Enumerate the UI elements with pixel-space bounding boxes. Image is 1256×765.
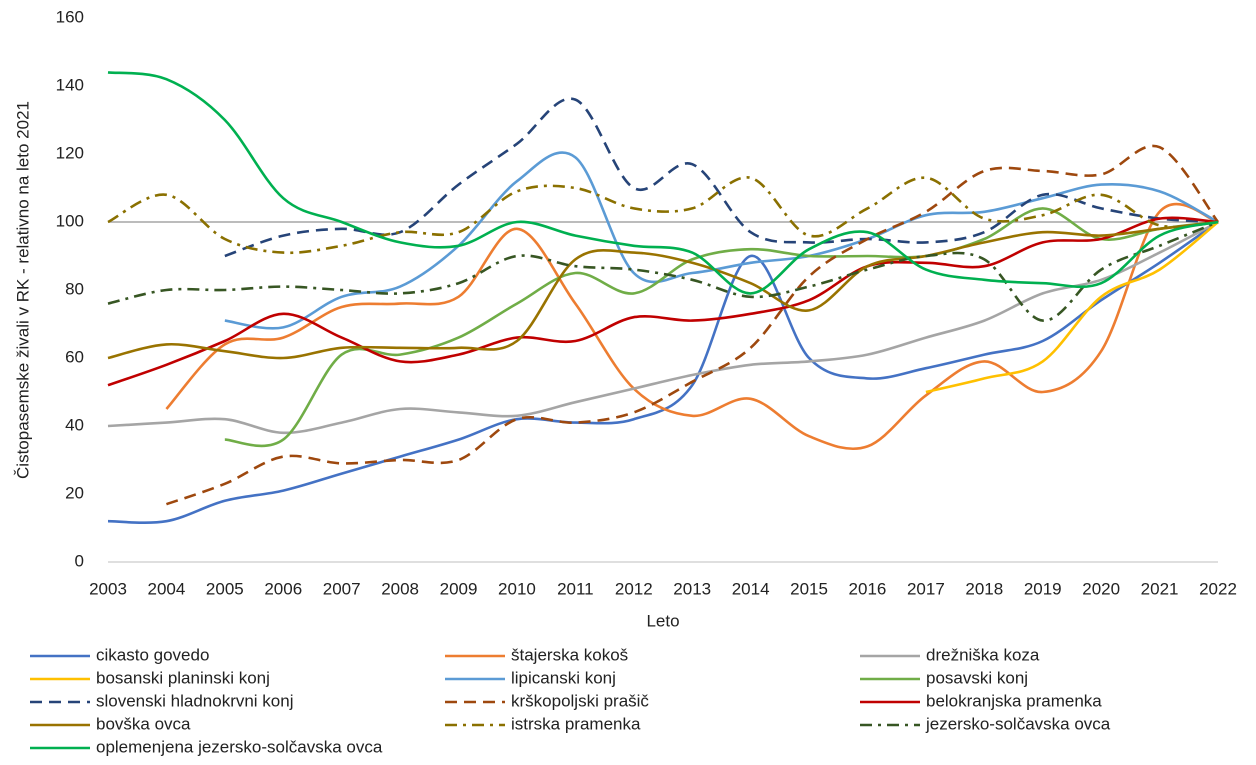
x-tick-label: 2005 [206,579,244,598]
legend-label: bovška ovca [96,714,191,733]
x-tick-label: 2015 [790,579,828,598]
x-tick-label: 2014 [732,579,770,598]
y-tick-label: 80 [65,279,84,298]
legend-label: jezersko-solčavska ovca [925,714,1111,733]
x-tick-label: 2003 [89,579,127,598]
x-tick-label: 2008 [381,579,419,598]
legend-label: oplemenjena jezersko-solčavska ovca [96,737,383,756]
y-tick-label: 60 [65,347,84,366]
legend-label: drežniška koza [926,645,1040,664]
x-tick-label: 2017 [907,579,945,598]
x-tick-label: 2013 [673,579,711,598]
series-line [925,220,1219,394]
legend-label: bosanski planinski konj [96,668,270,687]
series-line [107,220,1219,524]
y-tick-label: 140 [56,75,84,94]
series-line [107,220,1219,322]
y-tick-label: 120 [56,143,84,162]
series-line [224,207,1219,448]
y-tick-label: 0 [75,551,84,570]
series-line [224,97,1219,258]
legend-label: krškopoljski prašič [511,691,649,710]
x-tick-label: 2006 [264,579,302,598]
legend-label: štajerska kokoš [511,645,628,664]
series-line [107,220,1219,360]
series-line [107,216,1219,387]
y-tick-label: 40 [65,415,84,434]
series-line [165,144,1220,506]
x-tick-label: 2021 [1141,579,1179,598]
legend-label: posavski konj [926,668,1028,687]
legend-label: slovenski hladnokrvni konj [96,691,294,710]
x-tick-label: 2011 [557,579,594,598]
x-tick-label: 2012 [615,579,653,598]
legend-label: lipicanski konj [511,668,616,687]
series-line [107,71,1219,295]
x-tick-label: 2010 [498,579,536,598]
y-tick-label: 20 [65,483,84,502]
y-axis-label: Čistopasemske živali v RK - relativno na… [13,101,32,479]
legend-label: belokranjska pramenka [926,691,1102,710]
x-tick-label: 2016 [849,579,887,598]
x-tick-label: 2009 [440,579,478,598]
x-tick-label: 2020 [1082,579,1120,598]
x-tick-label: 2004 [148,579,186,598]
x-tick-label: 2019 [1024,579,1062,598]
y-tick-label: 160 [56,7,84,26]
x-tick-label: 2018 [965,579,1003,598]
y-tick-label: 100 [56,211,84,230]
legend-label: istrska pramenka [511,714,641,733]
series-line [224,151,1219,330]
x-tick-label: 2007 [323,579,361,598]
x-tick-label: 2022 [1199,579,1237,598]
legend-label: cikasto govedo [96,645,209,664]
series-line [165,202,1219,451]
x-axis-label: Leto [646,611,679,630]
